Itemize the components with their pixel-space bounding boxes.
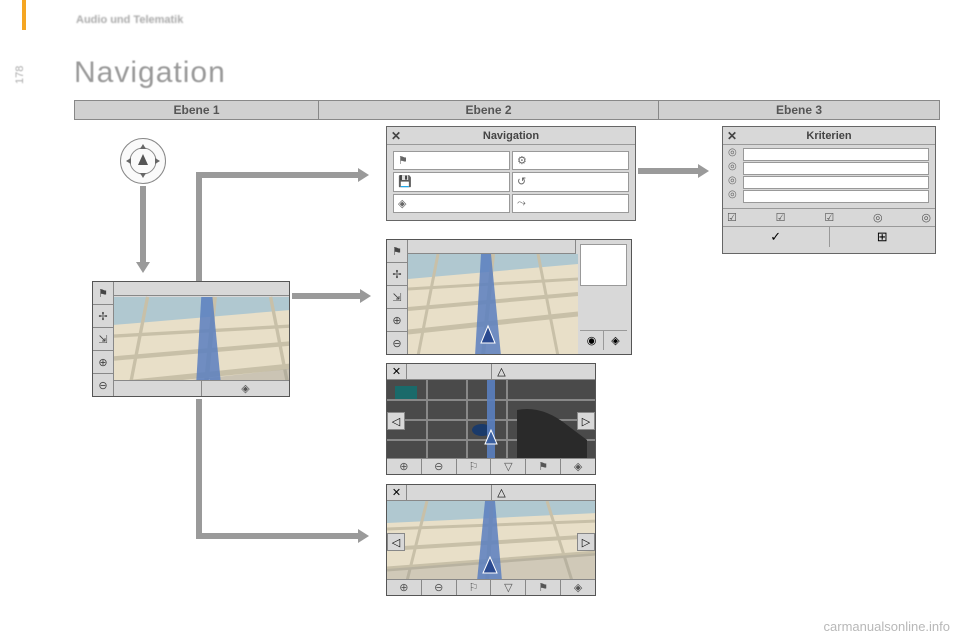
close-icon[interactable]: ✕ <box>387 485 407 500</box>
accent-bar <box>22 0 26 30</box>
page-number: 178 <box>14 66 26 84</box>
tb-move-icon[interactable]: ✢ <box>387 263 407 286</box>
bb-down[interactable]: ▽ <box>491 580 526 595</box>
up-icon[interactable]: △ <box>491 364 511 379</box>
tb-zoomin-icon[interactable]: ⊕ <box>93 351 113 374</box>
map-side-panel: ◉ ◈ <box>575 240 631 354</box>
map-level2-3d: ⚑ ✢ ⇲ ⊕ ⊖ ◉ ◈ <box>386 239 632 355</box>
bb-compass-icon[interactable]: ◈ <box>202 381 289 396</box>
page-title: Navigation <box>74 56 226 90</box>
bb-poi[interactable]: ⚐ <box>457 459 492 474</box>
kriterien-title: Kriterien <box>806 130 851 142</box>
tb-pan-icon[interactable]: ⇲ <box>387 286 407 309</box>
bb-zoomin[interactable]: ⊕ <box>387 580 422 595</box>
grid-button[interactable]: ⊞ <box>830 227 936 247</box>
bb-zoomout[interactable]: ⊖ <box>422 580 457 595</box>
section-title: Audio und Telematik <box>76 14 183 26</box>
nav-cell-settings[interactable]: ⚙ <box>512 151 629 170</box>
tb-pan-icon[interactable]: ⇲ <box>93 328 113 351</box>
map-level2-2d-dark: ✕ △ ◁ ▷ ⊕ ⊖ ⚐ ▽ ⚑ ◈ <box>386 363 596 475</box>
bb-compass[interactable]: ◈ <box>561 580 595 595</box>
nav-cell-flag[interactable]: ⚑ <box>393 151 510 170</box>
nav-panel-title: Navigation <box>483 130 539 142</box>
bb-poi[interactable]: ⚐ <box>457 580 492 595</box>
map-level1: ⚑ ✢ ⇲ ⊕ ⊖ ◈ <box>92 281 290 397</box>
kriterien-option[interactable] <box>743 176 929 189</box>
map-level2-3d-light: ✕ △ ◁ ▷ ⊕ ⊖ ⚐ ▽ ⚑ ◈ <box>386 484 596 596</box>
tb-flag-icon[interactable]: ⚑ <box>93 282 113 305</box>
left-icon[interactable]: ◁ <box>387 533 405 551</box>
tb-move-icon[interactable]: ✢ <box>93 305 113 328</box>
th-level-3: Ebene 3 <box>659 101 939 119</box>
level-table-header: Ebene 1 Ebene 2 Ebene 3 <box>74 100 940 120</box>
bb-zoomout[interactable]: ⊖ <box>422 459 457 474</box>
close-icon[interactable]: ✕ <box>389 129 403 143</box>
bb-flag[interactable]: ⚑ <box>526 580 561 595</box>
kriterien-option[interactable] <box>743 148 929 161</box>
th-level-1: Ebene 1 <box>75 101 319 119</box>
nav-cell-poi[interactable]: ◈ <box>393 194 510 213</box>
tb-zoomin-icon[interactable]: ⊕ <box>387 309 407 332</box>
close-icon[interactable]: ✕ <box>387 364 407 379</box>
check-icon[interactable]: ☑ <box>727 211 737 224</box>
tb-zoomout-icon[interactable]: ⊖ <box>387 332 407 354</box>
confirm-button[interactable]: ✓ <box>723 227 830 247</box>
bb-compass[interactable]: ◈ <box>561 459 595 474</box>
left-icon[interactable]: ◁ <box>387 412 405 430</box>
radio-icon[interactable]: ◎ <box>921 211 931 224</box>
nav-cell-detour[interactable]: ⤳ <box>512 194 629 213</box>
nav-cell-route[interactable]: ↺ <box>512 172 629 191</box>
navigation-panel: ✕ Navigation ⚑ ⚙ 💾 ↺ ◈ ⤳ <box>386 126 636 221</box>
th-level-2: Ebene 2 <box>319 101 659 119</box>
compass-icon[interactable]: ◉ <box>580 331 604 350</box>
bb-scale <box>114 381 202 396</box>
nav-compass-button[interactable] <box>120 138 166 184</box>
kriterien-option[interactable] <box>743 162 929 175</box>
bb-flag[interactable]: ⚑ <box>526 459 561 474</box>
map-info-strip <box>114 282 289 296</box>
kriterien-panel: ✕ Kriterien ☑ ☑ ☑ ◎ ◎ ✓ ⊞ <box>722 126 936 254</box>
close-icon[interactable]: ✕ <box>725 129 739 143</box>
tb-zoomout-icon[interactable]: ⊖ <box>93 374 113 396</box>
check-icon[interactable]: ☑ <box>776 211 786 224</box>
tb-flag-icon[interactable]: ⚑ <box>387 240 407 263</box>
bb-zoomin[interactable]: ⊕ <box>387 459 422 474</box>
watermark: carmanualsonline.info <box>824 619 950 634</box>
bb-down[interactable]: ▽ <box>491 459 526 474</box>
kriterien-option[interactable] <box>743 190 929 203</box>
3d-icon[interactable]: ◈ <box>604 331 627 350</box>
right-icon[interactable]: ▷ <box>577 412 595 430</box>
nav-cell-save[interactable]: 💾 <box>393 172 510 191</box>
right-icon[interactable]: ▷ <box>577 533 595 551</box>
radio-icon[interactable]: ◎ <box>873 211 883 224</box>
up-icon[interactable]: △ <box>491 485 511 500</box>
check-icon[interactable]: ☑ <box>824 211 834 224</box>
